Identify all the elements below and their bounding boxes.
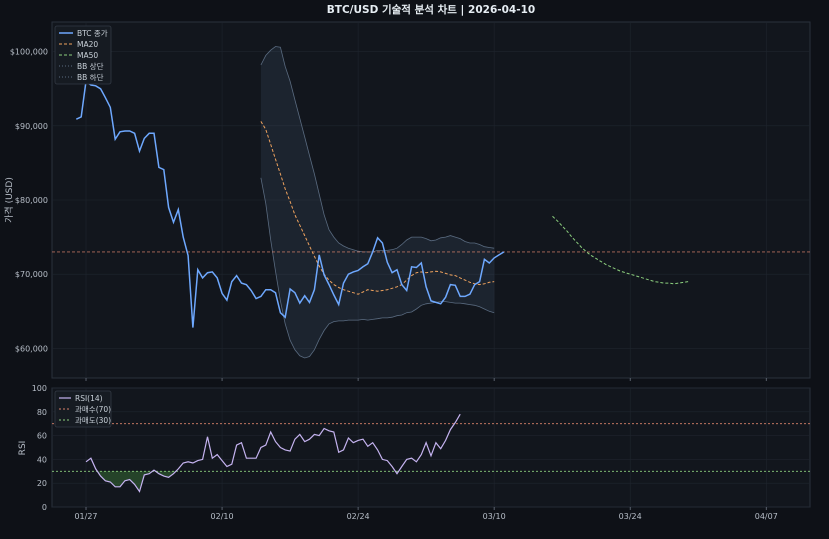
rsi-y-tick-label: 100 (32, 384, 47, 393)
price-y-tick-label: $100,000 (10, 48, 48, 57)
price-y-ticks: $60,000 $70,000 $80,000 $90,000 $100,000 (10, 48, 48, 354)
legend-label-rsi: RSI(14) (75, 394, 103, 403)
rsi-legend-box (54, 390, 112, 428)
rsi-panel (51, 387, 811, 508)
price-y-tick-label: $70,000 (15, 270, 48, 279)
legend-label-bb-lower: BB 하단 (77, 72, 104, 82)
legend-label-ma50: MA50 (77, 51, 98, 60)
x-axis-ticks: 01/27 02/10 02/24 03/10 03/24 04/07 (74, 378, 778, 521)
price-y-tick-label: $60,000 (15, 344, 48, 353)
rsi-oversold-fill (97, 471, 399, 492)
rsi-y-tick-label: 0 (42, 503, 47, 512)
rsi-y-tick-label: 40 (37, 455, 47, 464)
legend-label-close: BTC 종가 (77, 29, 108, 38)
rsi-legend: RSI(14) 과매수(70) 과매도(30) (54, 390, 112, 428)
price-y-axis-label: 가격 (USD) (3, 177, 15, 223)
price-y-tick-label: $80,000 (15, 196, 48, 205)
rsi-line (85, 413, 461, 493)
btc-close-line (75, 79, 505, 328)
legend-label-ma20: MA20 (77, 40, 98, 49)
price-y-tick-label: $90,000 (15, 122, 48, 131)
x-tick-label: 04/07 (755, 512, 778, 521)
legend-label-bb-upper: BB 상단 (77, 61, 104, 71)
legend-label-oversold: 과매도(30) (75, 416, 111, 425)
rsi-y-ticks: 0 20 40 60 80 100 (32, 384, 47, 512)
price-legend-box (54, 25, 112, 85)
rsi-y-tick-label: 20 (37, 479, 47, 488)
bollinger-upper-line (260, 46, 495, 253)
ma50-line (552, 215, 689, 285)
ma20-line (260, 121, 495, 295)
x-tick-label: 03/24 (619, 512, 642, 521)
x-tick-label: 02/24 (347, 512, 370, 521)
rsi-grid (52, 387, 810, 508)
x-tick-label: 01/27 (74, 512, 97, 521)
bollinger-band-fill (260, 46, 495, 358)
price-legend: BTC 종가 MA20 MA50 BB 상단 BB 하단 (54, 25, 112, 85)
rsi-y-tick-label: 60 (37, 432, 47, 441)
rsi-y-axis-label: RSI (18, 441, 28, 456)
rsi-y-tick-label: 80 (37, 408, 47, 417)
x-tick-label: 02/10 (211, 512, 234, 521)
x-tick-label: 03/10 (483, 512, 506, 521)
bollinger-lower-line (260, 177, 495, 359)
chart-title: BTC/USD 기술적 분석 차트 | 2026-04-10 (327, 3, 535, 16)
legend-label-overbought: 과매수(70) (75, 405, 111, 414)
